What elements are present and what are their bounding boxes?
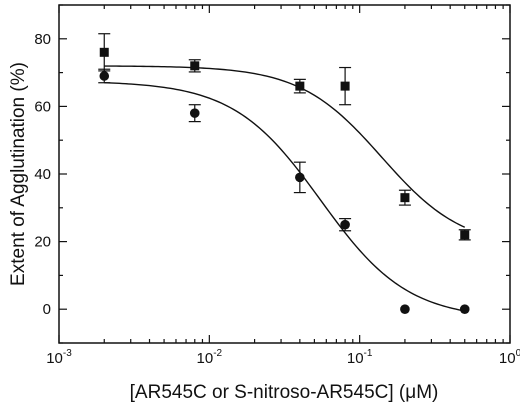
circle-marker	[295, 172, 305, 183]
square-marker	[460, 230, 470, 240]
y-tick-label: 0	[43, 301, 51, 318]
x-tick-label: 10-3	[46, 348, 72, 367]
circle-marker	[400, 304, 410, 315]
circle-marker	[189, 108, 200, 118]
circle-marker	[340, 219, 350, 230]
y-tick-label: 60	[34, 98, 51, 115]
circle-marker	[459, 304, 470, 315]
y-axis-label: Extent of Agglutination (%)	[8, 62, 29, 286]
y-tick-label: 20	[34, 234, 51, 251]
x-tick-label: 100	[499, 348, 520, 367]
fit-curves	[104, 65, 466, 312]
x-tick-label: 10-2	[197, 348, 223, 367]
x-axis-label: [AR545C or S-nitroso-AR545C] (μM)	[130, 382, 439, 403]
square-marker	[190, 61, 200, 71]
y-tick-label: 80	[34, 31, 51, 48]
x-tick-label: 10-1	[347, 348, 373, 367]
fit-curve-circle	[104, 81, 465, 312]
data-markers	[99, 47, 470, 315]
y-tick-label: 40	[34, 166, 51, 183]
error-bars	[98, 33, 471, 241]
circle-marker	[99, 71, 110, 81]
axis-ticks: 10-3 10-2 10-1 100 0 20 40 60 80	[34, 4, 520, 367]
square-marker	[340, 81, 350, 91]
fit-curve-square	[104, 65, 466, 228]
square-marker	[400, 193, 410, 203]
square-marker	[295, 81, 305, 91]
square-marker	[99, 47, 109, 57]
plot-frame	[58, 4, 511, 344]
